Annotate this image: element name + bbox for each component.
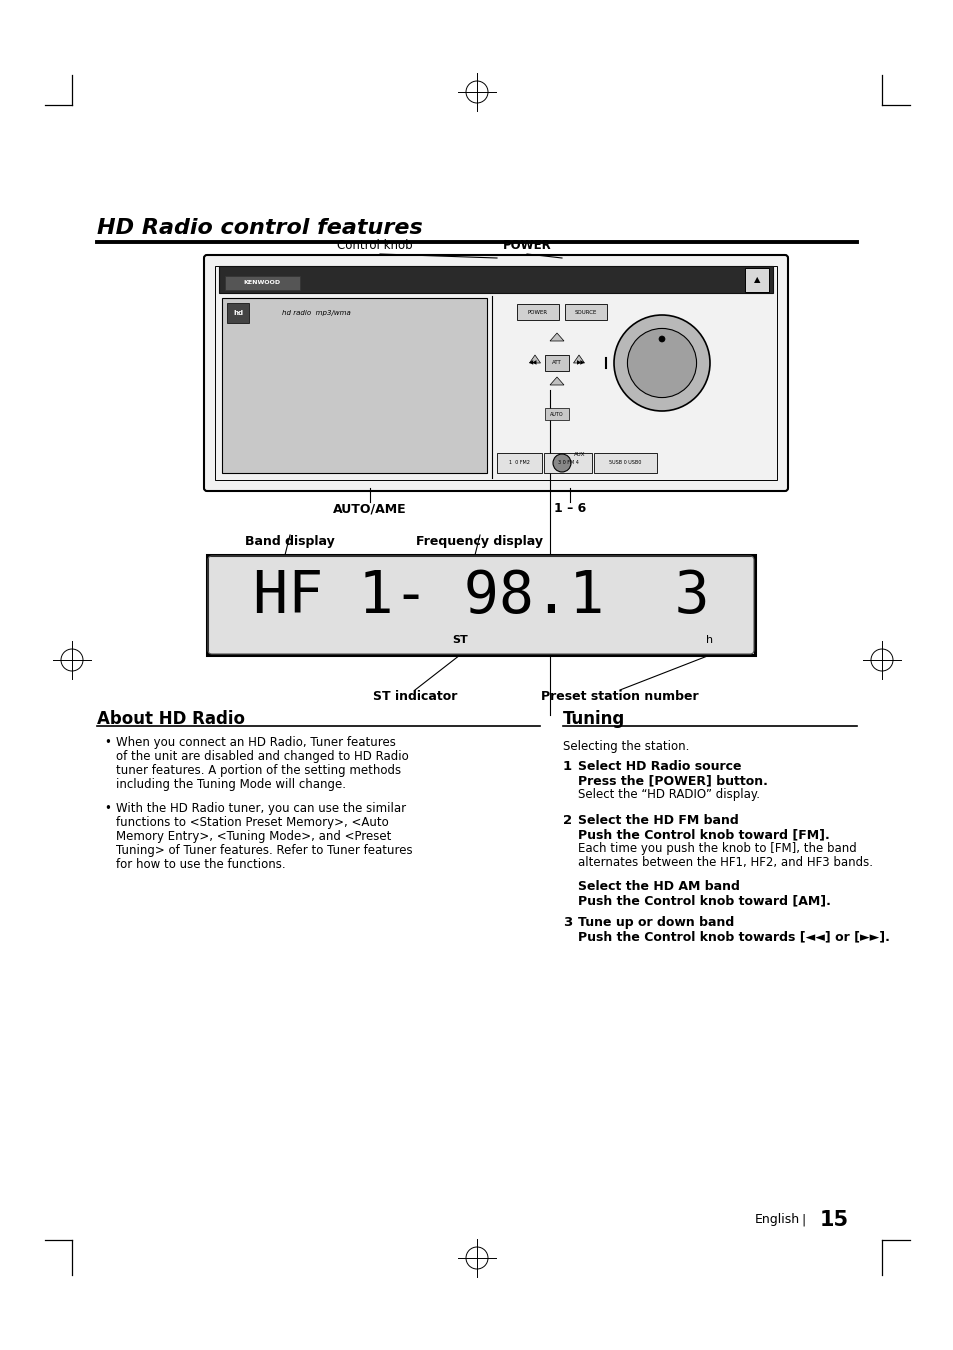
Text: 2: 2 — [562, 814, 572, 828]
Text: Preset station number: Preset station number — [540, 690, 699, 703]
Text: ▲: ▲ — [753, 275, 760, 284]
Bar — [214, 266, 776, 481]
Text: English: English — [754, 1214, 800, 1227]
Text: KENWOOD: KENWOOD — [243, 281, 280, 285]
Text: hd radio  mp3/wma: hd radio mp3/wma — [282, 310, 351, 316]
Bar — [222, 298, 486, 472]
Bar — [497, 454, 541, 472]
Text: ST: ST — [452, 634, 467, 645]
Text: for how to use the functions.: for how to use the functions. — [116, 859, 285, 871]
Circle shape — [659, 336, 664, 342]
Text: Memory Entry>, <Tuning Mode>, and <Preset: Memory Entry>, <Tuning Mode>, and <Prese… — [116, 830, 391, 842]
Text: |: | — [801, 1214, 805, 1227]
Text: •: • — [104, 736, 111, 749]
Text: 3: 3 — [562, 917, 572, 929]
Text: ▶▶: ▶▶ — [577, 360, 584, 366]
Text: functions to <Station Preset Memory>, <Auto: functions to <Station Preset Memory>, <A… — [116, 815, 388, 829]
Bar — [207, 555, 754, 655]
Text: tuner features. A portion of the setting methods: tuner features. A portion of the setting… — [116, 764, 400, 778]
FancyBboxPatch shape — [204, 255, 787, 491]
Text: Select HD Radio source: Select HD Radio source — [578, 760, 740, 774]
Text: hd: hd — [233, 310, 243, 316]
Text: Select the HD AM band: Select the HD AM band — [578, 880, 740, 892]
Text: 5USB 0 USB0: 5USB 0 USB0 — [609, 460, 641, 466]
Text: AUTO/AME: AUTO/AME — [333, 502, 406, 514]
Bar — [517, 304, 558, 320]
Circle shape — [553, 454, 571, 472]
Bar — [594, 454, 657, 472]
Text: Tuning> of Tuner features. Refer to Tuner features: Tuning> of Tuner features. Refer to Tune… — [116, 844, 413, 857]
Text: h: h — [706, 634, 713, 645]
Text: 15: 15 — [820, 1210, 848, 1230]
Text: Push the Control knob toward [FM].: Push the Control knob toward [FM]. — [578, 828, 829, 841]
Text: Push the Control knob toward [AM].: Push the Control knob toward [AM]. — [578, 894, 830, 907]
FancyArrow shape — [529, 355, 540, 363]
Text: ◀◀: ◀◀ — [528, 360, 537, 366]
Text: AUX: AUX — [574, 452, 585, 458]
Text: With the HD Radio tuner, you can use the similar: With the HD Radio tuner, you can use the… — [116, 802, 406, 815]
Bar — [219, 266, 772, 293]
Text: HD Radio control features: HD Radio control features — [97, 217, 422, 238]
Text: Select the “HD RADIO” display.: Select the “HD RADIO” display. — [578, 788, 760, 801]
Text: Control knob: Control knob — [336, 239, 413, 252]
Text: 1 – 6: 1 – 6 — [554, 502, 585, 514]
Text: Tuning: Tuning — [562, 710, 624, 728]
Bar — [225, 275, 299, 290]
Text: Band display: Band display — [245, 535, 335, 548]
Text: Each time you push the knob to [FM], the band: Each time you push the knob to [FM], the… — [578, 842, 856, 855]
Text: HF 1- 98.1  3: HF 1- 98.1 3 — [253, 568, 709, 625]
Text: 1  0 FM2: 1 0 FM2 — [509, 460, 529, 466]
FancyArrow shape — [550, 333, 563, 342]
Bar — [744, 267, 768, 292]
Text: ATT: ATT — [552, 360, 561, 366]
Text: 1: 1 — [562, 760, 572, 774]
FancyArrow shape — [573, 355, 584, 363]
Text: About HD Radio: About HD Radio — [97, 710, 245, 728]
Text: including the Tuning Mode will change.: including the Tuning Mode will change. — [116, 778, 346, 791]
FancyArrow shape — [550, 377, 563, 385]
Bar — [543, 454, 592, 472]
Text: Frequency display: Frequency display — [416, 535, 543, 548]
Circle shape — [614, 315, 709, 410]
Text: alternates between the HF1, HF2, and HF3 bands.: alternates between the HF1, HF2, and HF3… — [578, 856, 872, 869]
Text: ST indicator: ST indicator — [373, 690, 456, 703]
Bar — [544, 408, 568, 420]
Text: Push the Control knob towards [◄◄] or [►►].: Push the Control knob towards [◄◄] or [►… — [578, 930, 889, 944]
Bar — [227, 302, 249, 323]
Text: •: • — [104, 802, 111, 815]
Text: POWER: POWER — [527, 309, 547, 315]
Bar — [564, 304, 606, 320]
Text: Press the [POWER] button.: Press the [POWER] button. — [578, 774, 767, 787]
Text: POWER: POWER — [502, 239, 551, 252]
Text: Tune up or down band: Tune up or down band — [578, 917, 734, 929]
Text: Selecting the station.: Selecting the station. — [562, 740, 689, 753]
Circle shape — [627, 328, 696, 397]
Text: of the unit are disabled and changed to HD Radio: of the unit are disabled and changed to … — [116, 751, 408, 763]
Text: SOURCE: SOURCE — [575, 309, 597, 315]
Text: AUTO: AUTO — [550, 412, 563, 417]
Text: When you connect an HD Radio, Tuner features: When you connect an HD Radio, Tuner feat… — [116, 736, 395, 749]
Bar — [544, 355, 568, 371]
Text: Select the HD FM band: Select the HD FM band — [578, 814, 738, 828]
Text: 3 0 FM 4: 3 0 FM 4 — [557, 460, 578, 466]
